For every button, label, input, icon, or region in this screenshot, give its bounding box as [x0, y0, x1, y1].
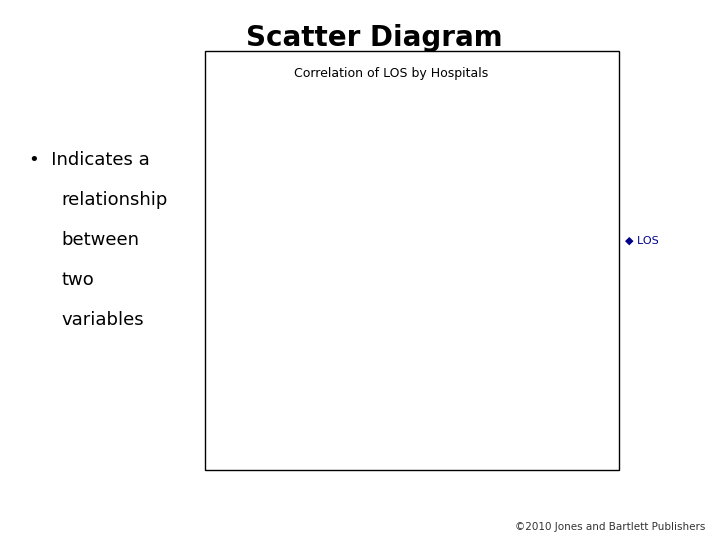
Text: Hosp 2: Hosp 2: [374, 142, 413, 152]
Text: ©2010 Jones and Bartlett Publishers: ©2010 Jones and Bartlett Publishers: [516, 522, 706, 532]
Text: Hosp 4: Hosp 4: [485, 134, 523, 144]
Point: [361, 143, 373, 151]
Text: Correlation of LOS by Hospitals: Correlation of LOS by Hospitals: [294, 68, 489, 80]
X-axis label: HospitalType: HospitalType: [383, 434, 462, 447]
Y-axis label: Length of Stay: Length of Stay: [212, 211, 225, 302]
Text: between: between: [61, 231, 139, 249]
Text: Hosp 1: Hosp 1: [319, 322, 358, 332]
Text: variables: variables: [61, 311, 144, 329]
Point: [307, 322, 318, 331]
Text: ◆ LOS: ◆ LOS: [625, 236, 659, 246]
Point: [417, 229, 428, 238]
Text: two: two: [61, 271, 94, 289]
Point: [472, 134, 484, 143]
Text: relationship: relationship: [61, 191, 168, 209]
Text: •  Indicates a: • Indicates a: [29, 151, 150, 169]
Text: Hosp 3: Hosp 3: [430, 228, 468, 238]
Text: Scatter Diagram: Scatter Diagram: [246, 24, 503, 52]
